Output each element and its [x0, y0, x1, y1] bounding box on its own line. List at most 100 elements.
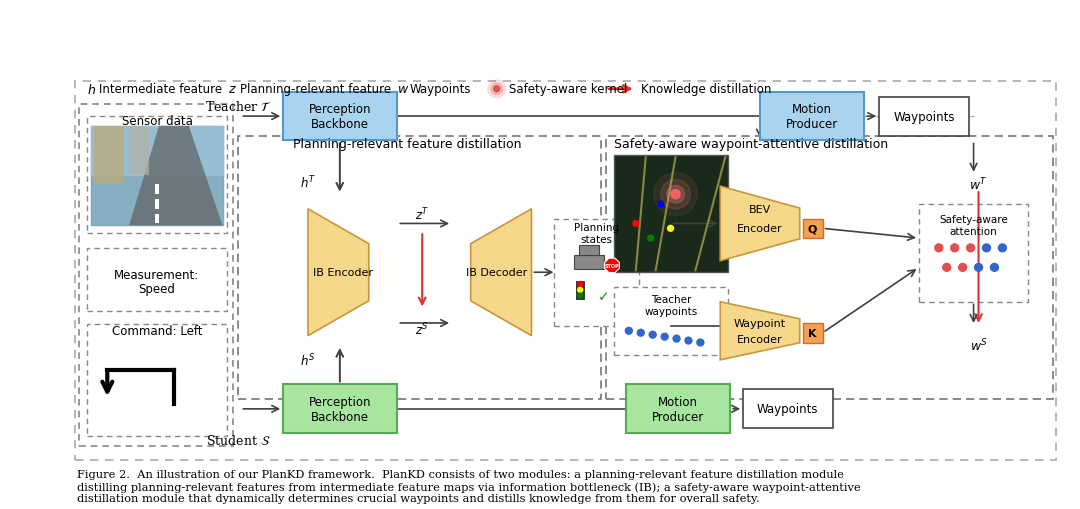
Circle shape — [671, 190, 680, 200]
Bar — [579, 245, 599, 255]
Circle shape — [935, 244, 943, 252]
Circle shape — [648, 236, 653, 242]
Bar — [283, 93, 397, 141]
Text: Safety-aware: Safety-aware — [940, 214, 1008, 224]
Text: $h$: $h$ — [87, 82, 96, 97]
Bar — [626, 385, 730, 433]
Bar — [743, 389, 833, 429]
Circle shape — [637, 330, 645, 336]
Bar — [87, 324, 227, 436]
Circle shape — [661, 333, 669, 341]
Circle shape — [967, 244, 974, 252]
Circle shape — [494, 87, 500, 93]
Text: Motion
Producer: Motion Producer — [786, 103, 838, 131]
Bar — [94, 127, 124, 185]
Polygon shape — [720, 187, 799, 261]
Text: IB Encoder: IB Encoder — [313, 268, 373, 278]
Bar — [606, 136, 1053, 400]
Bar — [239, 136, 602, 400]
Text: ✓: ✓ — [598, 290, 610, 304]
Bar — [92, 127, 222, 226]
Text: $z^S$: $z^S$ — [416, 321, 429, 337]
Circle shape — [672, 191, 679, 199]
Bar — [577, 281, 584, 299]
Text: Teacher $\mathcal{T}$: Teacher $\mathcal{T}$ — [205, 100, 272, 114]
Circle shape — [658, 202, 663, 208]
Text: Student $\mathcal{S}$: Student $\mathcal{S}$ — [206, 433, 271, 447]
Text: $h^T$: $h^T$ — [300, 175, 316, 191]
Circle shape — [488, 81, 505, 98]
Circle shape — [685, 337, 692, 344]
Bar — [919, 205, 1028, 302]
Bar — [554, 219, 638, 326]
Bar — [760, 93, 864, 141]
Text: Safety-aware kernel: Safety-aware kernel — [509, 83, 627, 96]
Circle shape — [625, 328, 632, 334]
Text: attention: attention — [949, 227, 998, 237]
Circle shape — [578, 288, 582, 293]
Text: Planning-relevant feature: Planning-relevant feature — [241, 83, 392, 96]
Text: Waypoint: Waypoint — [734, 318, 786, 328]
Polygon shape — [720, 302, 799, 360]
Text: Figure 2.  An illustration of our PlanKD framework.  PlanKD consists of two modu: Figure 2. An illustration of our PlanKD … — [78, 469, 861, 503]
Text: Motion
Producer: Motion Producer — [652, 395, 704, 423]
Circle shape — [998, 244, 1007, 252]
Circle shape — [633, 221, 638, 227]
Polygon shape — [130, 127, 222, 226]
Polygon shape — [471, 209, 531, 336]
Text: $w^T$: $w^T$ — [969, 177, 988, 193]
Circle shape — [983, 244, 990, 252]
Bar — [154, 214, 159, 224]
Polygon shape — [308, 209, 368, 336]
Circle shape — [666, 186, 685, 204]
Text: STOP: STOP — [605, 263, 619, 268]
Text: $z^T$: $z^T$ — [415, 206, 430, 222]
Text: $h^S$: $h^S$ — [300, 352, 315, 369]
Circle shape — [649, 332, 657, 338]
Bar — [802, 323, 823, 343]
Circle shape — [578, 282, 582, 287]
Circle shape — [494, 87, 500, 93]
Circle shape — [959, 264, 967, 272]
Bar — [879, 97, 969, 136]
Circle shape — [990, 264, 998, 272]
Text: Q: Q — [808, 224, 818, 234]
Text: $z$: $z$ — [229, 83, 238, 96]
Circle shape — [697, 340, 704, 346]
Circle shape — [653, 174, 698, 216]
Text: Intermediate feature: Intermediate feature — [99, 83, 222, 96]
Text: waypoints: waypoints — [645, 306, 698, 317]
Circle shape — [661, 180, 690, 209]
Bar — [802, 219, 823, 239]
Text: Waypoints: Waypoints — [893, 110, 955, 123]
Bar — [75, 82, 1056, 460]
Text: Teacher: Teacher — [651, 294, 692, 304]
Circle shape — [673, 335, 680, 343]
Bar — [130, 127, 149, 175]
Circle shape — [578, 294, 582, 298]
Bar — [154, 185, 159, 195]
Bar — [80, 105, 233, 446]
Circle shape — [950, 244, 959, 252]
Text: Perception
Backbone: Perception Backbone — [309, 103, 372, 131]
Bar — [87, 248, 227, 312]
Text: Waypoints: Waypoints — [409, 83, 471, 96]
Bar — [87, 117, 227, 234]
Text: K: K — [809, 328, 816, 338]
Text: Sensor data: Sensor data — [122, 115, 192, 128]
Bar — [283, 385, 397, 433]
Text: Speed: Speed — [138, 283, 175, 296]
Text: Encoder: Encoder — [738, 334, 783, 344]
Circle shape — [667, 226, 674, 232]
Bar — [613, 287, 728, 355]
Bar — [575, 255, 604, 270]
Circle shape — [943, 264, 950, 272]
Text: BEV: BEV — [748, 205, 771, 214]
Text: Command: Left: Command: Left — [111, 325, 202, 337]
Bar — [613, 156, 728, 273]
Bar — [154, 200, 159, 209]
Text: Waypoints: Waypoints — [757, 403, 819, 415]
Text: Measurement:: Measurement: — [114, 268, 200, 281]
Text: Knowledge distillation: Knowledge distillation — [640, 83, 771, 96]
Circle shape — [974, 264, 983, 272]
